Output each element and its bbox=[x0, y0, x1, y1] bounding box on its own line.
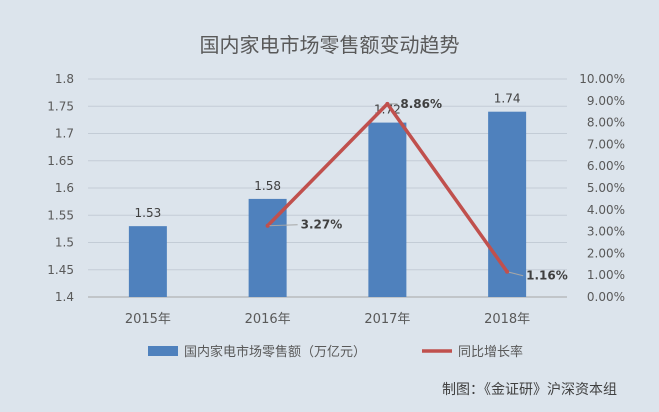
legend: 国内家电市场零售额（万亿元） 同比增长率 bbox=[148, 344, 523, 360]
bar-data-label: 1.74 bbox=[494, 92, 521, 106]
right-tick-label: 5.00% bbox=[587, 181, 625, 195]
left-tick-label: 1.5 bbox=[55, 236, 74, 250]
right-tick-label: 3.00% bbox=[587, 225, 625, 239]
right-tick-label: 9.00% bbox=[587, 94, 625, 108]
line-label-leader bbox=[507, 271, 524, 277]
bar bbox=[488, 111, 527, 297]
x-tick-label: 2017年 bbox=[364, 312, 410, 327]
line-series: 3.27% 8.86% 1.16% bbox=[265, 97, 568, 283]
line-point bbox=[385, 101, 390, 106]
left-axis: 1.4 1.45 1.5 1.55 1.6 1.65 1.7 1.75 1.8 bbox=[47, 72, 74, 304]
source-note: 制图：《金证研》沪深资本组 bbox=[442, 382, 617, 398]
right-tick-label: 8.00% bbox=[587, 116, 625, 130]
bar bbox=[128, 226, 167, 297]
line-data-label: 8.86% bbox=[400, 97, 442, 111]
line-data-label: 1.16% bbox=[526, 269, 568, 283]
line-point bbox=[505, 269, 510, 274]
right-tick-label: 7.00% bbox=[587, 137, 625, 151]
left-tick-label: 1.65 bbox=[47, 154, 74, 168]
left-tick-label: 1.8 bbox=[55, 72, 74, 86]
chart-title: 国内家电市场零售额变动趋势 bbox=[200, 33, 460, 57]
legend-swatch-bar bbox=[148, 346, 178, 356]
line-point bbox=[265, 223, 270, 228]
bar-series: 1.531.581.721.74 bbox=[128, 92, 527, 297]
bar-data-label: 1.58 bbox=[254, 179, 281, 193]
right-axis: 0.00% 1.00% 2.00% 3.00% 4.00% 5.00% 6.00% 7.00%… bbox=[579, 72, 625, 304]
bar-data-label: 1.53 bbox=[135, 206, 162, 220]
left-tick-label: 1.55 bbox=[47, 208, 74, 222]
right-tick-label: 10.00% bbox=[579, 72, 625, 86]
left-tick-label: 1.7 bbox=[55, 127, 74, 141]
bar bbox=[368, 122, 407, 297]
x-axis: 2015年 2016年 2017年 2018年 bbox=[88, 296, 567, 327]
left-tick-label: 1.45 bbox=[47, 263, 74, 277]
legend-label-line: 同比增长率 bbox=[458, 344, 523, 360]
left-tick-label: 1.6 bbox=[55, 181, 74, 195]
left-tick-label: 1.75 bbox=[47, 99, 74, 113]
right-tick-label: 1.00% bbox=[587, 268, 625, 282]
left-tick-label: 1.4 bbox=[55, 290, 74, 304]
line-label-leader bbox=[267, 224, 298, 227]
line-data-label: 3.27% bbox=[301, 218, 343, 232]
x-tick-label: 2018年 bbox=[484, 312, 530, 327]
right-tick-label: 6.00% bbox=[587, 159, 625, 173]
legend-label-bar: 国内家电市场零售额（万亿元） bbox=[184, 344, 366, 360]
x-tick-label: 2016年 bbox=[245, 312, 291, 327]
x-tick-label: 2015年 bbox=[125, 312, 171, 327]
right-tick-label: 0.00% bbox=[587, 290, 625, 304]
right-tick-label: 2.00% bbox=[587, 246, 625, 260]
right-tick-label: 4.00% bbox=[587, 203, 625, 217]
